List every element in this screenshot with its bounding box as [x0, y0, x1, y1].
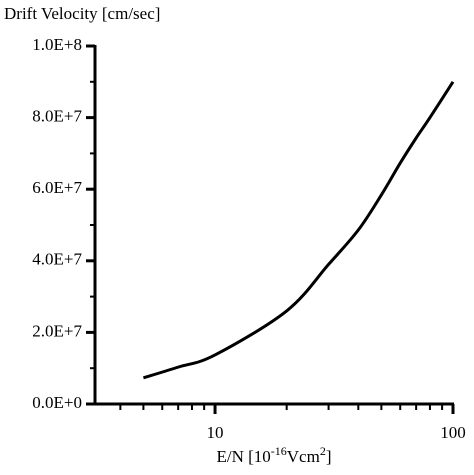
chart-title: Drift Velocity [cm/sec]	[4, 4, 160, 23]
y-tick-label: 2.0E+7	[32, 321, 82, 340]
y-tick-label: 1.0E+8	[32, 35, 82, 54]
y-tick-label: 0.0E+0	[32, 393, 82, 412]
y-tick-label: 8.0E+7	[32, 107, 82, 126]
data-line	[142, 80, 455, 380]
x-label-sup: -16	[271, 444, 287, 458]
x-label-sup: 2	[320, 444, 326, 458]
x-label-part: Vcm	[287, 447, 320, 466]
x-label-part: E/N [10	[216, 447, 270, 466]
x-tick-label: 10	[207, 423, 224, 442]
x-tick-label: 100	[440, 423, 466, 442]
x-label-part: ]	[326, 447, 332, 466]
x-axis-label: E/N [10-16Vcm2]	[216, 444, 331, 466]
y-tick-label: 4.0E+7	[32, 250, 82, 269]
y-tick-label: 6.0E+7	[32, 178, 82, 197]
